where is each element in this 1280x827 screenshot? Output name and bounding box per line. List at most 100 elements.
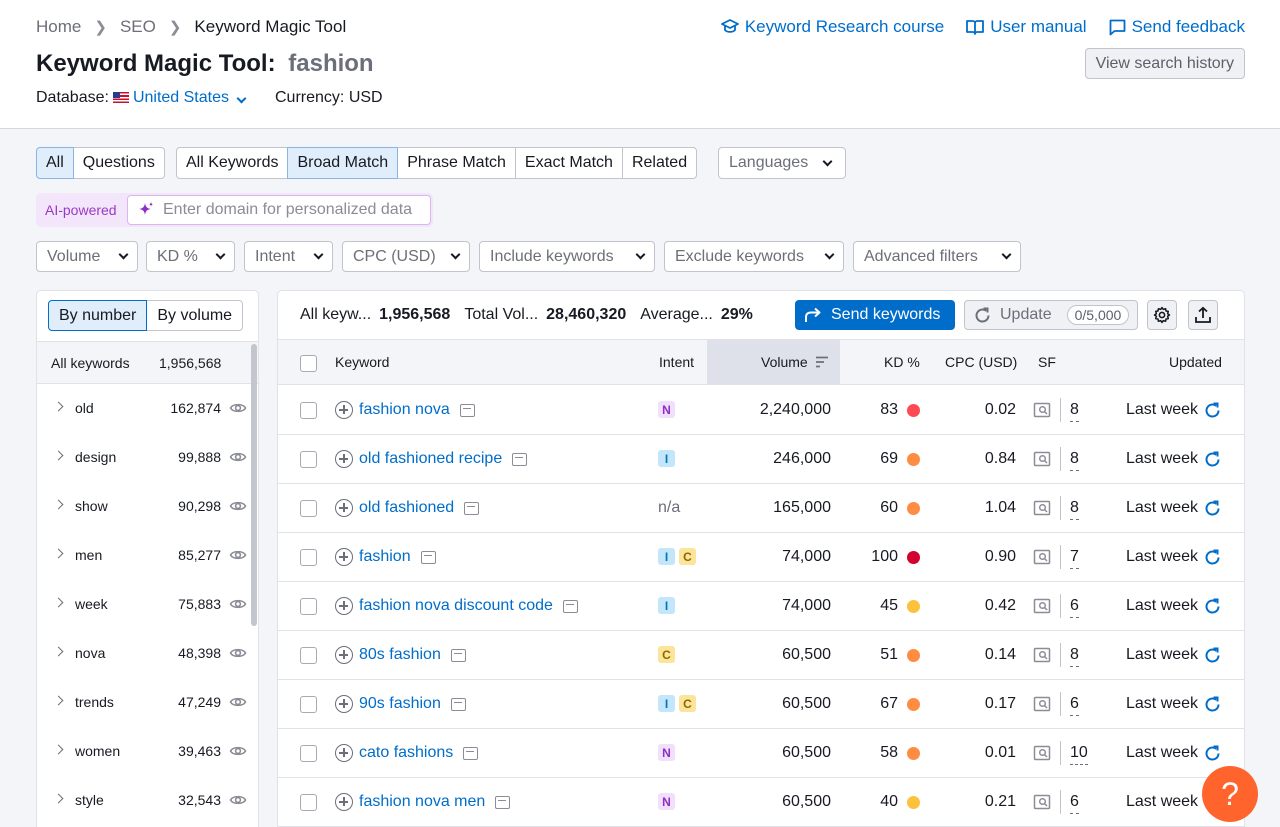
export-button[interactable] xyxy=(1188,300,1218,330)
send-feedback-link[interactable]: Send feedback xyxy=(1109,17,1245,37)
keyword-link[interactable]: fashion nova xyxy=(359,401,450,418)
user-manual-link[interactable]: User manual xyxy=(966,17,1087,37)
sort-descending-icon[interactable] xyxy=(815,356,829,368)
eye-icon[interactable] xyxy=(229,742,247,760)
eye-icon[interactable] xyxy=(229,644,247,662)
row-checkbox[interactable] xyxy=(300,794,317,811)
chevron-right-icon[interactable] xyxy=(53,646,64,657)
tab-broad-match[interactable]: Broad Match xyxy=(287,147,399,179)
row-checkbox[interactable] xyxy=(300,549,317,566)
keyword-group-item[interactable]: trends 47,249 xyxy=(37,678,251,727)
keyword-group-item[interactable]: show 90,298 xyxy=(37,482,251,531)
serp-preview-icon[interactable] xyxy=(512,452,528,466)
refresh-icon[interactable] xyxy=(1204,549,1221,566)
eye-icon[interactable] xyxy=(229,791,247,809)
serp-features-count[interactable]: 10 xyxy=(1070,744,1088,765)
keyword-group-item[interactable]: women 39,463 xyxy=(37,727,251,776)
keyword-group-item[interactable]: men 85,277 xyxy=(37,531,251,580)
keyword-link[interactable]: fashion xyxy=(359,548,411,565)
volume-filter[interactable]: Volume xyxy=(36,241,138,272)
serp-features-count[interactable]: 8 xyxy=(1070,401,1079,422)
tab-all[interactable]: All xyxy=(36,147,74,179)
serp-features-icon[interactable] xyxy=(1033,793,1051,811)
keyword-link[interactable]: fashion nova discount code xyxy=(359,597,553,614)
select-all-checkbox[interactable] xyxy=(300,355,317,372)
refresh-icon[interactable] xyxy=(1204,500,1221,517)
update-button[interactable]: Update 0/5,000 xyxy=(964,300,1138,330)
languages-dropdown[interactable]: Languages xyxy=(718,147,846,179)
tab-phrase-match[interactable]: Phrase Match xyxy=(397,147,516,179)
view-search-history-button[interactable]: View search history xyxy=(1084,48,1245,79)
keyword-link[interactable]: cato fashions xyxy=(359,744,454,761)
keyword-group-item[interactable]: old 162,874 xyxy=(37,384,251,433)
keyword-link[interactable]: fashion nova men xyxy=(359,793,486,810)
column-kd[interactable]: KD % xyxy=(884,354,920,370)
keyword-link[interactable]: 90s fashion xyxy=(359,695,441,712)
serp-features-icon[interactable] xyxy=(1033,744,1051,762)
chevron-right-icon[interactable] xyxy=(53,401,64,412)
keyword-research-course-link[interactable]: Keyword Research course xyxy=(720,17,944,37)
help-button[interactable]: ? xyxy=(1202,766,1258,822)
keyword-group-item[interactable]: week 75,883 xyxy=(37,580,251,629)
eye-icon[interactable] xyxy=(229,399,247,417)
refresh-icon[interactable] xyxy=(1204,745,1221,762)
serp-features-icon[interactable] xyxy=(1033,646,1051,664)
exclude-keywords-filter[interactable]: Exclude keywords xyxy=(664,241,844,272)
tab-exact-match[interactable]: Exact Match xyxy=(514,147,623,179)
by-number-button[interactable]: By number xyxy=(48,300,148,331)
tab-all-keywords[interactable]: All Keywords xyxy=(176,147,289,179)
serp-preview-icon[interactable] xyxy=(450,697,466,711)
chevron-right-icon[interactable] xyxy=(53,695,64,706)
include-keywords-filter[interactable]: Include keywords xyxy=(479,241,655,272)
keyword-link[interactable]: old fashioned recipe xyxy=(359,450,503,467)
serp-preview-icon[interactable] xyxy=(459,403,475,417)
serp-features-icon[interactable] xyxy=(1033,401,1051,419)
intent-filter[interactable]: Intent xyxy=(244,241,333,272)
column-keyword[interactable]: Keyword xyxy=(335,354,390,370)
serp-preview-icon[interactable] xyxy=(420,550,436,564)
add-to-list-icon[interactable] xyxy=(335,744,353,762)
add-to-list-icon[interactable] xyxy=(335,597,353,615)
chevron-right-icon[interactable] xyxy=(53,597,64,608)
tab-related[interactable]: Related xyxy=(621,147,698,179)
tab-questions[interactable]: Questions xyxy=(72,147,165,179)
advanced-filters[interactable]: Advanced filters xyxy=(853,241,1021,272)
eye-icon[interactable] xyxy=(229,546,247,564)
refresh-icon[interactable] xyxy=(1204,598,1221,615)
chevron-right-icon[interactable] xyxy=(53,499,64,510)
column-cpc[interactable]: CPC (USD) xyxy=(945,354,1018,370)
eye-icon[interactable] xyxy=(229,448,247,466)
add-to-list-icon[interactable] xyxy=(335,450,353,468)
serp-preview-icon[interactable] xyxy=(450,648,466,662)
serp-features-icon[interactable] xyxy=(1033,597,1051,615)
column-intent[interactable]: Intent xyxy=(659,354,695,370)
refresh-icon[interactable] xyxy=(1204,647,1221,664)
add-to-list-icon[interactable] xyxy=(335,401,353,419)
serp-features-count[interactable]: 8 xyxy=(1070,646,1079,667)
refresh-icon[interactable] xyxy=(1204,696,1221,713)
refresh-icon[interactable] xyxy=(1204,451,1221,468)
row-checkbox[interactable] xyxy=(300,451,317,468)
refresh-icon[interactable] xyxy=(1204,402,1221,419)
keyword-group-item[interactable]: nova 48,398 xyxy=(37,629,251,678)
keyword-group-item[interactable]: style 32,543 xyxy=(37,776,251,825)
serp-preview-icon[interactable] xyxy=(495,795,511,809)
row-checkbox[interactable] xyxy=(300,500,317,517)
send-keywords-button[interactable]: Send keywords xyxy=(795,300,955,330)
serp-features-count[interactable]: 7 xyxy=(1070,548,1079,569)
row-checkbox[interactable] xyxy=(300,745,317,762)
chevron-right-icon[interactable] xyxy=(53,744,64,755)
serp-preview-icon[interactable] xyxy=(464,501,480,515)
eye-icon[interactable] xyxy=(229,693,247,711)
chevron-right-icon[interactable] xyxy=(53,450,64,461)
breadcrumb-home[interactable]: Home xyxy=(36,17,82,36)
row-checkbox[interactable] xyxy=(300,647,317,664)
cpc-filter[interactable]: CPC (USD) xyxy=(342,241,470,272)
serp-preview-icon[interactable] xyxy=(463,746,479,760)
serp-features-count[interactable]: 6 xyxy=(1070,597,1079,618)
add-to-list-icon[interactable] xyxy=(335,793,353,811)
add-to-list-icon[interactable] xyxy=(335,548,353,566)
eye-icon[interactable] xyxy=(229,497,247,515)
serp-features-count[interactable]: 6 xyxy=(1070,695,1079,716)
serp-features-icon[interactable] xyxy=(1033,548,1051,566)
